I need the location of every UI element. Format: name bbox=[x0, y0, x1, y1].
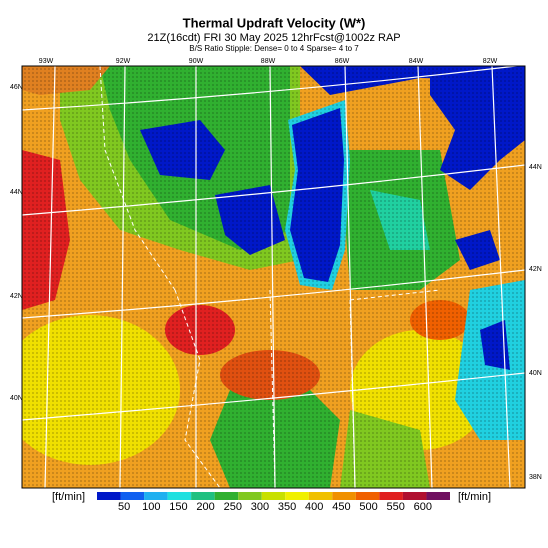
colorbar-swatch bbox=[144, 492, 168, 500]
colorbar-swatch bbox=[214, 492, 239, 500]
colorbar-swatch bbox=[167, 492, 192, 500]
colorbar-swatch bbox=[120, 492, 145, 500]
colorbar-swatch bbox=[402, 492, 427, 500]
lon-label: 93W bbox=[39, 58, 54, 65]
colorbar-swatch bbox=[238, 492, 262, 500]
colorbar-swatch bbox=[261, 492, 286, 500]
colorbar: 50 100 150 200 250 300 350 400 450 500 550 600 bbox=[97, 492, 450, 513]
colorbar-swatch bbox=[97, 492, 121, 500]
lat-label: 42N bbox=[10, 293, 23, 300]
colorbar-tick-label: 450 bbox=[332, 501, 350, 513]
colorbar-tick-label: 550 bbox=[387, 501, 405, 513]
colorbar-tick-label: 250 bbox=[224, 501, 242, 513]
colorbar-swatch bbox=[355, 492, 380, 500]
colorbar-swatch bbox=[332, 492, 356, 500]
graticule-labels: 93W 92W 90W 88W 86W 84W 82W 46N 44N 42N 40N 44N 42N 4… bbox=[10, 58, 542, 481]
colorbar-tick-label: 150 bbox=[169, 501, 187, 513]
colorbar-tick-label: 400 bbox=[305, 501, 323, 513]
lon-label: 84W bbox=[409, 58, 424, 65]
colorbar-unit-left: [ft/min] bbox=[52, 491, 85, 503]
colorbar-tick-label: 200 bbox=[196, 501, 214, 513]
colorbar-unit-right: [ft/min] bbox=[458, 491, 491, 503]
colorbar-tick-label: 500 bbox=[359, 501, 377, 513]
lat-label: 44N bbox=[529, 164, 542, 171]
colorbar-tick-label: 50 bbox=[118, 501, 130, 513]
lat-label: 40N bbox=[10, 395, 23, 402]
colorbar-tick-label: 300 bbox=[251, 501, 269, 513]
colorbar-tick-label: 350 bbox=[278, 501, 296, 513]
map-frame bbox=[21, 65, 526, 489]
lat-label: 40N bbox=[529, 370, 542, 377]
colorbar-swatch bbox=[379, 492, 403, 500]
lon-label: 92W bbox=[116, 58, 131, 65]
map bbox=[22, 66, 525, 488]
lat-label: 38N bbox=[529, 474, 542, 481]
colorbar-swatch bbox=[308, 492, 333, 500]
stipple-note: B/S Ratio Stipple: Dense= 0 to 4 Sparse=… bbox=[189, 44, 359, 53]
colorbar-swatch bbox=[426, 492, 450, 500]
lat-label: 44N bbox=[10, 189, 23, 196]
lat-label: 42N bbox=[529, 266, 542, 273]
colorbar-tick-label: 600 bbox=[414, 501, 432, 513]
subtitle: 21Z(16cdt) FRI 30 May 2025 12hrFcst@1002… bbox=[147, 32, 400, 44]
lat-label: 46N bbox=[10, 84, 23, 91]
colorbar-tick-label: 100 bbox=[142, 501, 160, 513]
lon-label: 88W bbox=[261, 58, 276, 65]
title: Thermal Updraft Velocity (W*) bbox=[183, 15, 366, 30]
colorbar-swatch bbox=[191, 492, 215, 500]
lon-label: 90W bbox=[189, 58, 204, 65]
colorbar-swatch bbox=[285, 492, 309, 500]
lon-label: 82W bbox=[483, 58, 498, 65]
lon-label: 86W bbox=[335, 58, 350, 65]
